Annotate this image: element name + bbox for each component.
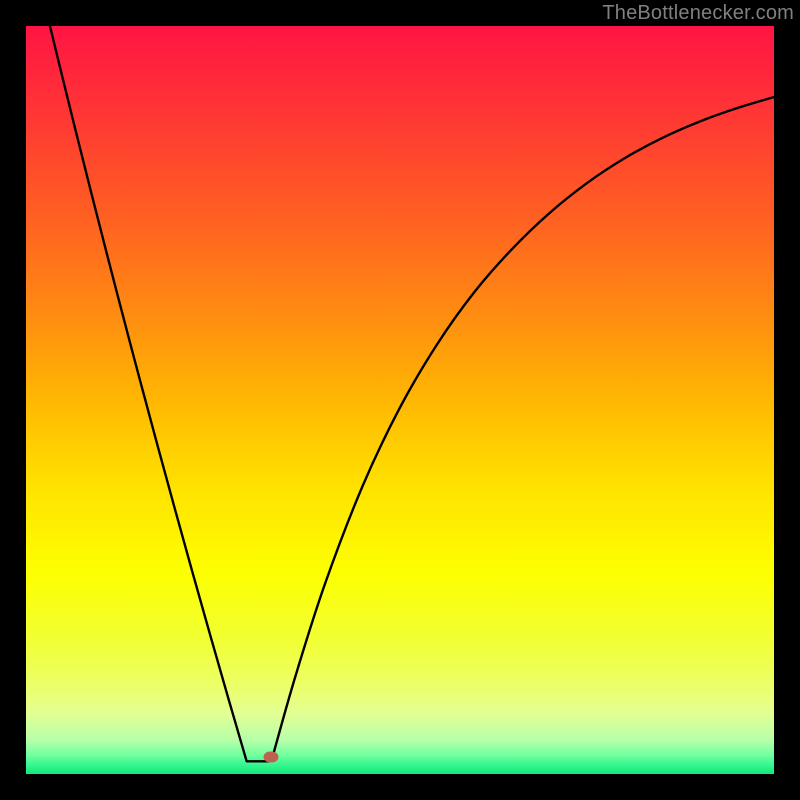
- watermark-text: TheBottlenecker.com: [602, 2, 794, 25]
- minimum-marker: [264, 751, 279, 762]
